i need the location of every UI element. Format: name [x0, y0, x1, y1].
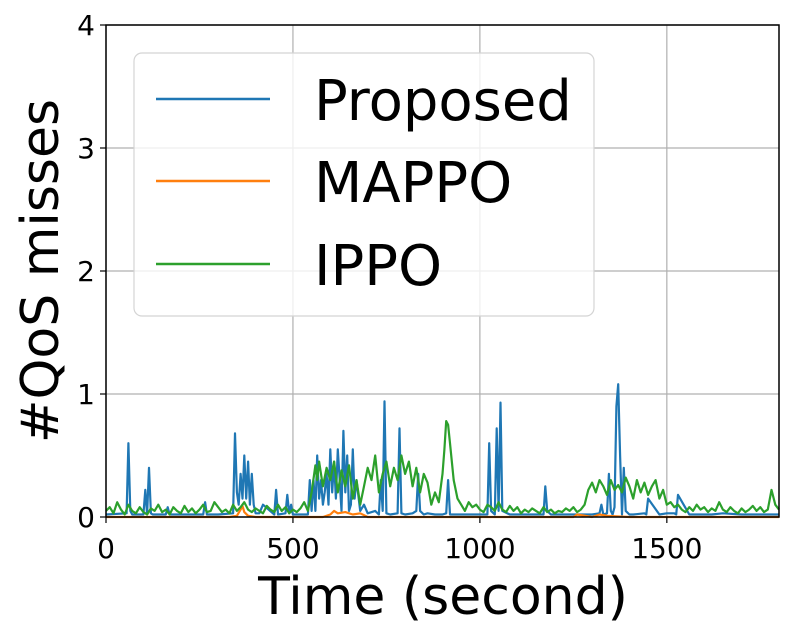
ticks: 0 500 1000 1500 0 1 2 3 4	[77, 9, 702, 565]
x-tick-label: 1500	[631, 532, 702, 565]
y-tick-label: 2	[77, 255, 95, 288]
series-line-ippo	[105, 420, 780, 516]
y-tick-label: 4	[77, 9, 95, 42]
legend-label-ippo: IPPO	[314, 234, 442, 299]
legend-label-proposed: Proposed	[314, 69, 572, 134]
legend-box	[133, 52, 595, 317]
legend: Proposed MAPPO IPPO	[133, 52, 595, 317]
series-line-proposed	[105, 383, 779, 516]
y-tick-label: 1	[77, 378, 95, 411]
y-tick-label: 3	[77, 132, 95, 165]
y-tick-label: 0	[77, 501, 95, 534]
legend-label-mappo: MAPPO	[314, 151, 512, 216]
y-axis-label: #QoS misses	[11, 99, 71, 443]
x-tick-label: 1000	[444, 532, 515, 565]
x-tick-label: 0	[97, 532, 115, 565]
plot-lines	[105, 383, 780, 519]
x-tick-label: 500	[266, 532, 319, 565]
x-axis-label: Time (second)	[257, 567, 628, 627]
